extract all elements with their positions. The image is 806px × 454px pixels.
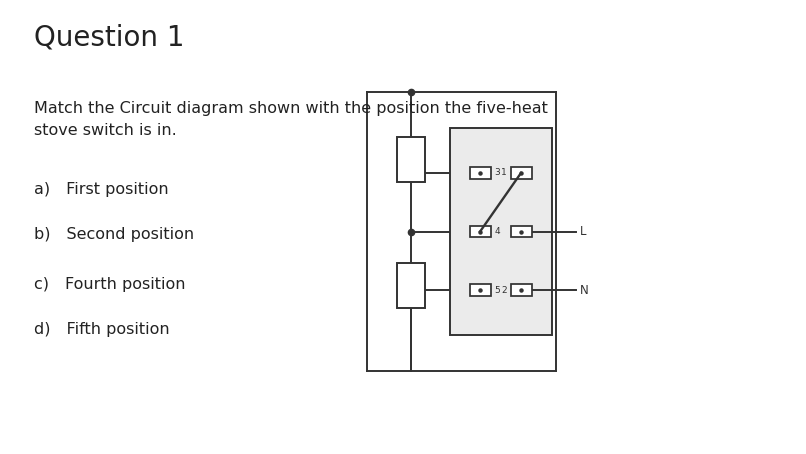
Bar (397, 137, 426, 182)
Bar (470, 226, 491, 237)
Text: a) First position: a) First position (34, 182, 168, 197)
Text: Question 1: Question 1 (34, 24, 184, 52)
Text: 3: 3 (495, 168, 501, 178)
Text: 2: 2 (501, 286, 507, 295)
Text: b) Second position: b) Second position (34, 227, 193, 242)
Text: c) Fourth position: c) Fourth position (34, 276, 185, 291)
Bar (511, 284, 531, 296)
Bar (470, 167, 491, 179)
Text: N: N (580, 284, 588, 296)
Bar (511, 226, 531, 237)
Text: 4: 4 (495, 227, 501, 236)
Text: 5: 5 (495, 286, 501, 295)
Bar (397, 263, 426, 308)
Bar (511, 167, 531, 179)
Text: L: L (580, 225, 586, 238)
Bar (470, 284, 491, 296)
Bar (450, 128, 551, 336)
Text: Match the Circuit diagram shown with the position the five-heat
stove switch is : Match the Circuit diagram shown with the… (34, 101, 547, 138)
Text: 1: 1 (501, 168, 507, 178)
Text: d) Fifth position: d) Fifth position (34, 322, 169, 337)
